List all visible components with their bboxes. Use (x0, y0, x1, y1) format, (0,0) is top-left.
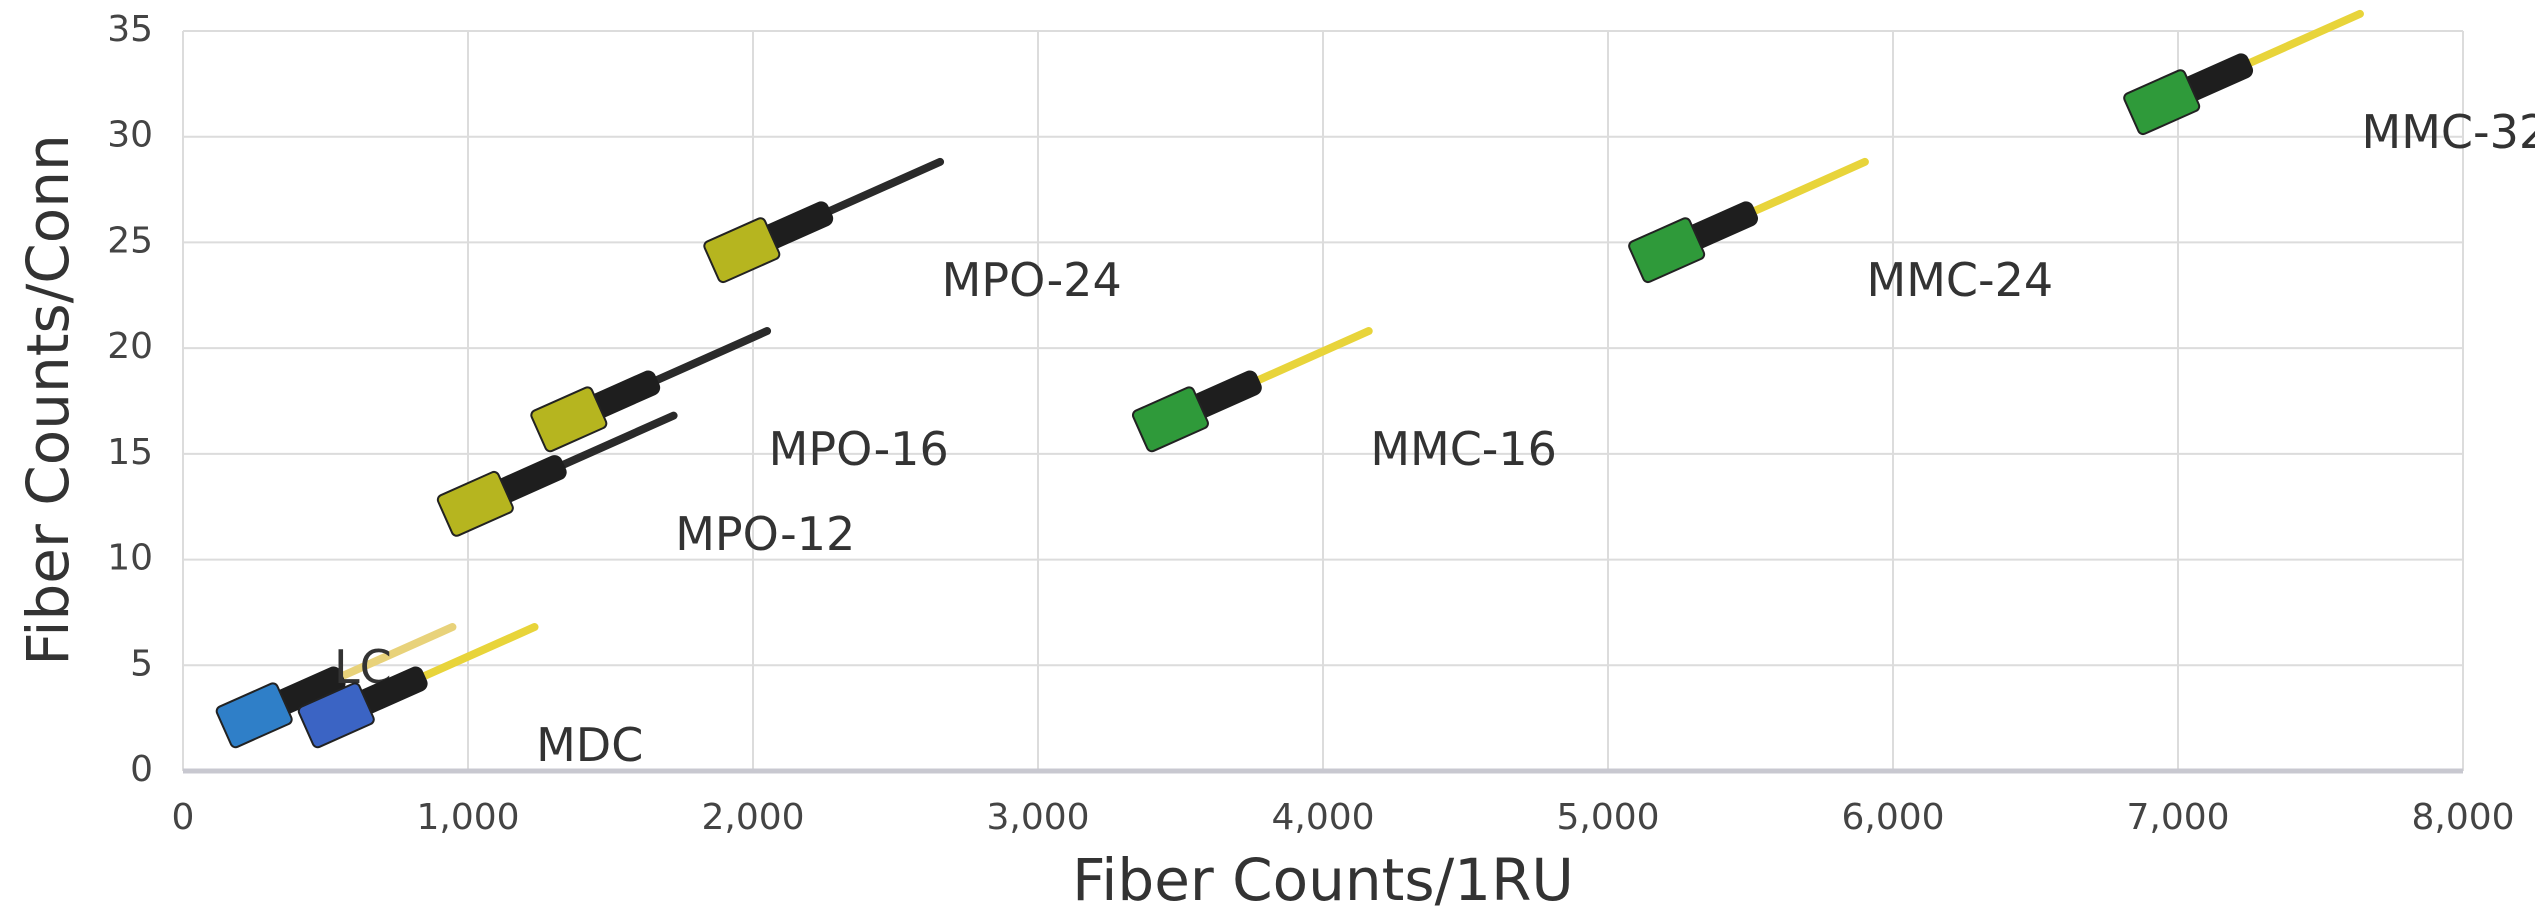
point-label: MDC (536, 718, 643, 772)
cable (648, 331, 767, 384)
point-label: MMC-16 (1370, 422, 1557, 476)
connector-marker (1628, 142, 1874, 284)
y-tick-label: 0 (130, 749, 153, 790)
point-label: MPO-12 (675, 507, 855, 561)
cable (821, 162, 940, 215)
y-tick-label: 20 (107, 326, 153, 367)
connector-marker (2123, 0, 2369, 136)
x-tick-label: 7,000 (2126, 797, 2229, 838)
x-axis-title: Fiber Counts/1RU (1072, 846, 1574, 911)
x-tick-label: 2,000 (701, 797, 804, 838)
chart: Fiber Counts/1RU Fiber Counts/Conn 0 5 10 1… (0, 0, 2535, 911)
x-tick-label: 6,000 (1841, 797, 1944, 838)
y-tick-label: 5 (130, 643, 153, 684)
connector-marker (703, 142, 949, 284)
y-tick-label: 10 (107, 538, 153, 579)
y-axis-title: Fiber Counts/Conn (14, 134, 82, 666)
connector-marker (530, 311, 776, 453)
point-label: MPO-16 (769, 422, 949, 476)
y-tick-label: 30 (107, 115, 153, 156)
cable (2241, 14, 2360, 67)
point-label: MMC-32 (2362, 105, 2535, 159)
cable (1250, 331, 1369, 384)
point-label: MMC-24 (1867, 253, 2054, 307)
point-label: MPO-24 (942, 253, 1122, 307)
x-tick-label: 4,000 (1271, 797, 1374, 838)
y-tick-label: 35 (107, 9, 153, 50)
x-tick-label: 8,000 (2411, 797, 2514, 838)
cable (1746, 162, 1865, 215)
x-tick-label: 0 (172, 797, 195, 838)
page: {"chart_data": {"type": "scatter", "x_la… (0, 0, 2535, 911)
x-tick-label: 1,000 (416, 797, 519, 838)
x-tick-label: 3,000 (986, 797, 1089, 838)
y-tick-label: 25 (107, 220, 153, 261)
y-tick-label: 15 (107, 432, 153, 473)
x-tick-label: 5,000 (1556, 797, 1659, 838)
connector-marker (1131, 311, 1377, 453)
